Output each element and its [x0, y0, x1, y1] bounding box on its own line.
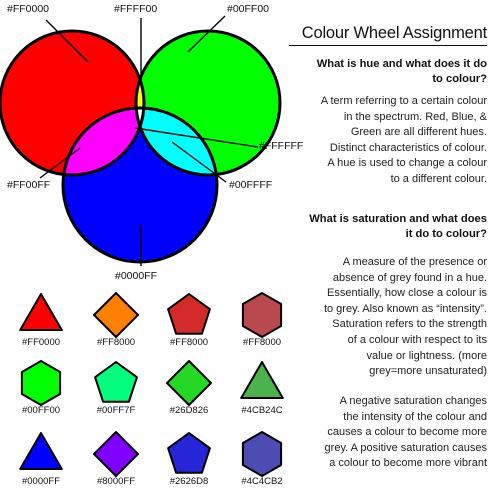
- hue-answer: A term referring to a certain colour in t…: [270, 94, 487, 188]
- swatch-label: #FF8000: [169, 337, 209, 348]
- text-line: A hue is used to change a colour: [327, 157, 487, 170]
- label-red: #FF0000: [7, 3, 50, 15]
- text-line: Saturation refers to the strength: [332, 318, 487, 331]
- hue-question-line: to colour?: [432, 73, 487, 85]
- page-title: Colour Wheel Assignment: [289, 24, 487, 46]
- pentagon-shape: [167, 432, 211, 474]
- text-line: to grey. Also known as “intensity”.: [323, 302, 487, 315]
- hexagon-swatch: [20, 360, 62, 406]
- text-line: value or lightness. (more: [366, 349, 487, 362]
- hexagon-swatch: [241, 431, 283, 477]
- diamond-swatch: [93, 431, 139, 477]
- swatch-label: #FF8000: [96, 337, 136, 348]
- hexagon-shape: [241, 292, 283, 338]
- diamond-shape: [93, 431, 139, 477]
- triangle-swatch: [19, 432, 63, 470]
- label-blue: #0000FF: [115, 270, 158, 282]
- saturation-question: What is saturation and what does it do t…: [270, 212, 487, 242]
- hue-question: What is hue and what does it do to colou…: [270, 57, 487, 87]
- text-line: the intensity of the colour and: [343, 410, 487, 423]
- pentagon-shape: [94, 361, 138, 403]
- text-line: of a colour with respect to its: [347, 333, 487, 346]
- label-cyan: #00FFFF: [229, 179, 273, 191]
- swatch-label: #00FF00: [21, 405, 61, 416]
- text-line: A negative saturation changes: [339, 395, 487, 407]
- text-line: in the spectrum. Red, Blue, &: [343, 110, 487, 123]
- saturation-answer-2: A negative saturation changes the intensi…: [270, 394, 487, 472]
- swatch-label: #26D826: [169, 405, 209, 416]
- label-white: #FFFFFF: [259, 140, 304, 152]
- pentagon-shape: [167, 293, 211, 335]
- label-magenta: #FF00FF: [7, 179, 51, 191]
- text-line: Essentially, how close a colour is: [327, 287, 487, 300]
- pentagon-swatch: [167, 293, 211, 335]
- swatch-label: #00FF7F: [96, 405, 136, 416]
- pentagon-swatch: [167, 432, 211, 474]
- text-line: absence of grey found in a hue.: [332, 271, 487, 284]
- swatch-label: #0000FF: [21, 476, 61, 487]
- text-line: A term referring to a certain colour: [320, 95, 487, 107]
- saturation-answer-1: A measure of the presence or absence of g…: [270, 255, 487, 380]
- text-line: a colour to become more vibrant: [329, 457, 487, 470]
- hexagon-swatch: [241, 292, 283, 338]
- text-line: Green are all different hues.: [350, 126, 487, 139]
- triangle-swatch: [240, 361, 284, 399]
- saturation-question-line: What is saturation and what does: [309, 213, 487, 225]
- text-line: A measure of the presence or: [342, 256, 487, 268]
- swatch-label: #8000FF: [96, 476, 136, 487]
- diamond-shape: [166, 360, 212, 406]
- triangle-swatch: [19, 293, 63, 331]
- label-yellow: #FFFF00: [114, 3, 158, 15]
- diamond-shape: [93, 292, 139, 338]
- magenta-overlap: [63, 108, 144, 175]
- swatch-label: #FF8000: [242, 337, 282, 348]
- pentagon-swatch: [94, 361, 138, 403]
- swatch-label: #FF0000: [21, 337, 61, 348]
- label-green: #00FF00: [227, 3, 270, 15]
- text-line: to a different colour.: [390, 172, 487, 185]
- triangle-shape: [240, 361, 284, 399]
- swatch-label: #2626D8: [169, 476, 209, 487]
- text-line: Distinct characteristics of colour.: [329, 141, 487, 154]
- hexagon-shape: [20, 360, 62, 406]
- hue-question-line: What is hue and what does it do: [316, 58, 487, 70]
- diamond-swatch: [93, 292, 139, 338]
- saturation-question-line: it do to colour?: [405, 228, 487, 240]
- swatch-label: #4CB24C: [241, 405, 283, 416]
- text-line: grey=more unsaturated): [369, 365, 487, 378]
- hexagon-shape: [241, 431, 283, 477]
- text-line: causes a colour to become more: [327, 426, 487, 439]
- swatch-label: #4C4CB2: [241, 476, 283, 487]
- text-line: grey. A positive saturation causes: [324, 441, 487, 454]
- triangle-shape: [19, 293, 63, 331]
- diamond-swatch: [166, 360, 212, 406]
- triangle-shape: [19, 432, 63, 470]
